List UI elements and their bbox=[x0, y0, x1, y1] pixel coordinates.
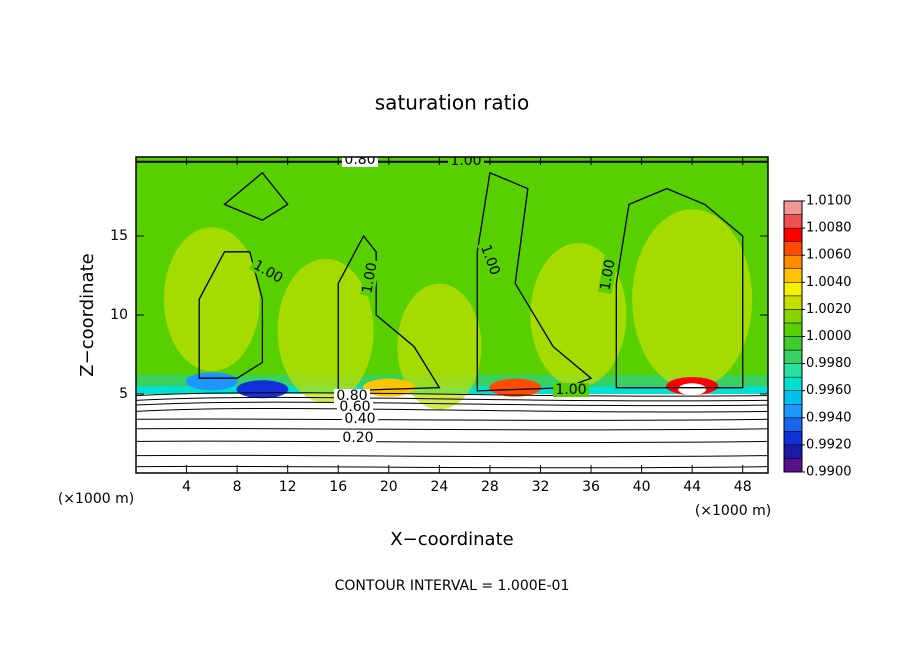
colorbar-box bbox=[783, 458, 803, 473]
contour-line bbox=[136, 440, 768, 444]
x-tick-label: 4 bbox=[182, 479, 191, 495]
contour-label-bg bbox=[334, 389, 370, 403]
footer: CONTOUR INTERVAL = 1.000E-01 bbox=[335, 578, 570, 594]
x-tick-label: 20 bbox=[380, 479, 398, 495]
contour-label-bg bbox=[448, 157, 484, 168]
colorbar-box bbox=[783, 376, 803, 391]
x-tick-label: 12 bbox=[279, 479, 297, 495]
y-tick-label: 5 bbox=[119, 386, 128, 402]
chart-title: saturation ratio bbox=[375, 91, 529, 115]
colorbar-box bbox=[783, 336, 803, 351]
field-patch bbox=[163, 227, 260, 372]
x-tick-label: 32 bbox=[532, 479, 550, 495]
field-patch bbox=[397, 283, 482, 410]
axes: 4 8 12 16 20 24 28 32 36 40 44 48510150.99000.99200… bbox=[110, 156, 852, 495]
y-axis-label: Z−coordinate bbox=[77, 253, 98, 376]
field-patch bbox=[632, 209, 753, 390]
colorbar-label: 1.0000 bbox=[806, 329, 852, 344]
colorbar-label: 0.9920 bbox=[806, 437, 852, 452]
contour-line bbox=[136, 427, 768, 431]
colorbar-label: 1.0080 bbox=[806, 221, 852, 236]
colorbar-box bbox=[783, 309, 803, 324]
contour-line bbox=[337, 234, 441, 392]
contour-label-bg bbox=[359, 259, 381, 297]
colorbar-label: 0.9940 bbox=[806, 410, 852, 425]
contour-label-bg bbox=[342, 412, 378, 426]
contour-line bbox=[615, 187, 744, 389]
y-tick-label: 10 bbox=[110, 307, 128, 323]
colorbar-box bbox=[783, 241, 803, 256]
colorbar-label: 1.0020 bbox=[806, 302, 852, 317]
colorbar-box bbox=[783, 322, 803, 337]
x-tick-label: 8 bbox=[233, 479, 242, 495]
field: 1.001.00 1.001.00 1.001.000.800.800.600.40… bbox=[136, 152, 768, 473]
field-patch bbox=[185, 372, 238, 391]
contour-label-bg bbox=[597, 256, 619, 294]
colorbar-label: 0.9960 bbox=[806, 383, 852, 398]
contour-line bbox=[136, 418, 768, 421]
colorbar-box bbox=[783, 349, 803, 364]
y-tick-label: 15 bbox=[110, 228, 128, 244]
contour-label-bg bbox=[477, 240, 503, 280]
contour-label-bg bbox=[248, 256, 288, 288]
colorbar-box bbox=[783, 431, 803, 446]
colorbar-box bbox=[783, 227, 803, 242]
field-lower bbox=[136, 394, 768, 473]
colorbar-box bbox=[783, 444, 803, 459]
field-patch bbox=[362, 378, 415, 397]
colorbar-box bbox=[783, 390, 803, 405]
colorbar-label: 1.0100 bbox=[806, 194, 852, 209]
contour-line bbox=[136, 396, 768, 402]
contour-label: 1.00 bbox=[359, 261, 380, 294]
field-patch bbox=[678, 383, 707, 396]
contour-line bbox=[136, 407, 768, 413]
x-tick-label: 28 bbox=[481, 479, 499, 495]
colorbar-box bbox=[783, 282, 803, 297]
colorbar-label: 0.9980 bbox=[806, 356, 852, 371]
field-patch bbox=[277, 258, 374, 403]
contour-label: 1.00 bbox=[450, 153, 481, 169]
contour-line bbox=[223, 171, 289, 221]
contour-label: 1.00 bbox=[555, 382, 586, 398]
x-tick-label: 48 bbox=[734, 479, 752, 495]
x-unit: (×1000 m) bbox=[58, 491, 134, 507]
contour-label: 1.00 bbox=[597, 258, 618, 291]
colorbar-box bbox=[783, 254, 803, 269]
field-patch bbox=[489, 378, 542, 397]
contour-line bbox=[136, 401, 768, 407]
colorbar-box bbox=[783, 417, 803, 432]
colorbar-box bbox=[783, 268, 803, 283]
colorbar-label: 0.9900 bbox=[806, 465, 852, 480]
x-tick-label: 44 bbox=[683, 479, 701, 495]
colorbar-label: 1.0060 bbox=[806, 248, 852, 263]
x-tick-label: 36 bbox=[582, 479, 600, 495]
contour-line bbox=[198, 251, 264, 379]
contour-label-bg bbox=[553, 383, 589, 397]
colorbar-box bbox=[783, 214, 803, 229]
x-axis-label: X−coordinate bbox=[390, 529, 513, 550]
colorbar-box bbox=[783, 404, 803, 419]
contour-line bbox=[136, 392, 768, 397]
colorbar-box bbox=[783, 200, 803, 215]
contour-label-bg bbox=[340, 431, 376, 445]
contour-label: 0.60 bbox=[339, 399, 370, 415]
contour-label-bg bbox=[337, 400, 373, 414]
contour-label: 0.20 bbox=[342, 430, 373, 446]
contour-line bbox=[136, 465, 768, 469]
contour-label: 0.80 bbox=[344, 152, 375, 168]
x-tick-label: 24 bbox=[430, 479, 448, 495]
colorbar-box bbox=[783, 295, 803, 310]
contour-label-bg bbox=[342, 157, 378, 167]
colorbar-box bbox=[783, 363, 803, 378]
colorbar-label: 1.0040 bbox=[806, 275, 852, 290]
colorbar-frame bbox=[783, 200, 803, 473]
x-tick-label: 16 bbox=[329, 479, 347, 495]
contour-line bbox=[136, 454, 768, 458]
field-patch bbox=[236, 380, 289, 399]
contour-label: 0.40 bbox=[344, 411, 375, 427]
y-unit: (×1000 m) bbox=[695, 503, 771, 519]
x-tick-label: 40 bbox=[633, 479, 651, 495]
